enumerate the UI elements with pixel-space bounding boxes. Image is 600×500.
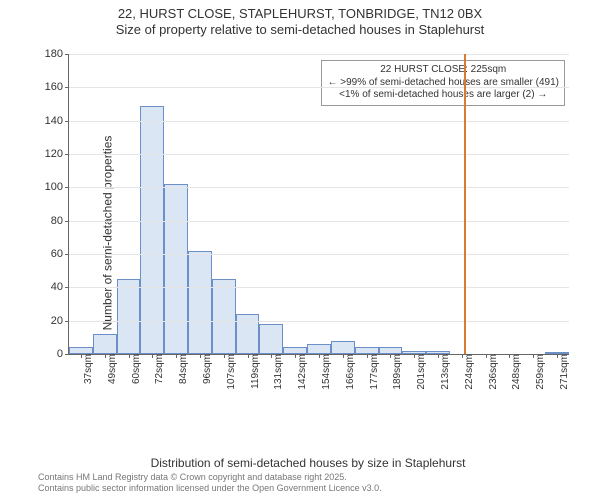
footer-line1: Contains HM Land Registry data © Crown c… bbox=[38, 472, 382, 483]
xtick-mark bbox=[129, 354, 130, 358]
xtick-mark bbox=[224, 354, 225, 358]
marker-line bbox=[464, 54, 466, 354]
annotation-line3: <1% of semi-detached houses are larger (… bbox=[327, 89, 559, 102]
xtick-mark bbox=[200, 354, 201, 358]
xtick-label: 213sqm bbox=[440, 354, 451, 390]
gridline-h bbox=[69, 54, 569, 55]
gridline-h bbox=[69, 221, 569, 222]
title-line2: Size of property relative to semi-detach… bbox=[0, 22, 600, 38]
plot-region: 22 HURST CLOSE: 225sqm ← >99% of semi-de… bbox=[68, 54, 569, 355]
xtick-label: 177sqm bbox=[369, 354, 380, 390]
chart-area: Number of semi-detached properties 22 HU… bbox=[38, 48, 578, 418]
xtick-mark bbox=[105, 354, 106, 358]
ytick-label: 160 bbox=[45, 81, 63, 93]
xtick-label: 248sqm bbox=[511, 354, 522, 390]
xtick-label: 166sqm bbox=[345, 354, 356, 390]
xtick-label: 131sqm bbox=[273, 354, 284, 390]
ytick-label: 80 bbox=[51, 215, 63, 227]
ytick-mark bbox=[65, 321, 69, 322]
ytick-mark bbox=[65, 187, 69, 188]
ytick-mark bbox=[65, 154, 69, 155]
gridline-h bbox=[69, 187, 569, 188]
ytick-mark bbox=[65, 54, 69, 55]
xtick-label: 119sqm bbox=[250, 354, 261, 389]
xtick-label: 271sqm bbox=[559, 354, 570, 390]
title-line1: 22, HURST CLOSE, STAPLEHURST, TONBRIDGE,… bbox=[0, 6, 600, 22]
ytick-mark bbox=[65, 287, 69, 288]
histogram-bar bbox=[307, 344, 331, 354]
xtick-label: 37sqm bbox=[83, 354, 94, 384]
histogram-bar bbox=[140, 106, 164, 354]
gridline-h bbox=[69, 121, 569, 122]
ytick-label: 120 bbox=[45, 148, 63, 160]
xtick-mark bbox=[557, 354, 558, 358]
histogram-bar bbox=[188, 251, 212, 354]
xtick-label: 259sqm bbox=[535, 354, 546, 390]
histogram-bar bbox=[117, 279, 141, 354]
annotation-line1: 22 HURST CLOSE: 225sqm bbox=[327, 64, 559, 77]
histogram-bar bbox=[164, 184, 188, 354]
histogram-bar bbox=[93, 334, 117, 354]
xtick-label: 142sqm bbox=[297, 354, 308, 390]
xtick-label: 60sqm bbox=[131, 354, 142, 384]
xtick-label: 84sqm bbox=[178, 354, 189, 384]
xtick-label: 201sqm bbox=[416, 354, 427, 390]
ytick-label: 40 bbox=[51, 281, 63, 293]
xtick-mark bbox=[462, 354, 463, 358]
gridline-h bbox=[69, 254, 569, 255]
annotation-box: 22 HURST CLOSE: 225sqm ← >99% of semi-de… bbox=[321, 60, 565, 106]
xtick-mark bbox=[438, 354, 439, 358]
gridline-h bbox=[69, 287, 569, 288]
ytick-mark bbox=[65, 121, 69, 122]
ytick-label: 100 bbox=[45, 181, 63, 193]
gridline-h bbox=[69, 87, 569, 88]
xtick-label: 96sqm bbox=[202, 354, 213, 384]
ytick-label: 0 bbox=[57, 348, 63, 360]
xtick-mark bbox=[319, 354, 320, 358]
histogram-bar bbox=[379, 347, 403, 354]
xtick-label: 236sqm bbox=[488, 354, 499, 390]
histogram-bar bbox=[69, 347, 93, 354]
xtick-mark bbox=[486, 354, 487, 358]
footer-line2: Contains public sector information licen… bbox=[38, 483, 382, 494]
xtick-label: 154sqm bbox=[321, 354, 332, 390]
gridline-h bbox=[69, 321, 569, 322]
xtick-mark bbox=[248, 354, 249, 358]
chart-title-block: 22, HURST CLOSE, STAPLEHURST, TONBRIDGE,… bbox=[0, 0, 600, 39]
xtick-label: 107sqm bbox=[226, 354, 237, 390]
xtick-mark bbox=[81, 354, 82, 358]
ytick-mark bbox=[65, 87, 69, 88]
ytick-label: 20 bbox=[51, 315, 63, 327]
xtick-label: 49sqm bbox=[107, 354, 118, 384]
histogram-bar bbox=[212, 279, 236, 354]
footer-attribution: Contains HM Land Registry data © Crown c… bbox=[38, 472, 382, 495]
ytick-mark bbox=[65, 254, 69, 255]
xtick-label: 72sqm bbox=[154, 354, 165, 384]
xtick-mark bbox=[343, 354, 344, 358]
histogram-bar bbox=[259, 324, 283, 354]
histogram-bar bbox=[283, 347, 307, 354]
xtick-label: 189sqm bbox=[392, 354, 403, 390]
gridline-h bbox=[69, 154, 569, 155]
xtick-label: 224sqm bbox=[464, 354, 475, 390]
xtick-mark bbox=[176, 354, 177, 358]
histogram-bar bbox=[331, 341, 355, 354]
ytick-label: 140 bbox=[45, 115, 63, 127]
ytick-mark bbox=[65, 221, 69, 222]
xtick-mark bbox=[367, 354, 368, 358]
histogram-bar bbox=[355, 347, 379, 354]
ytick-label: 60 bbox=[51, 248, 63, 260]
ytick-label: 180 bbox=[45, 48, 63, 60]
ytick-mark bbox=[65, 354, 69, 355]
x-axis-label: Distribution of semi-detached houses by … bbox=[38, 456, 578, 470]
